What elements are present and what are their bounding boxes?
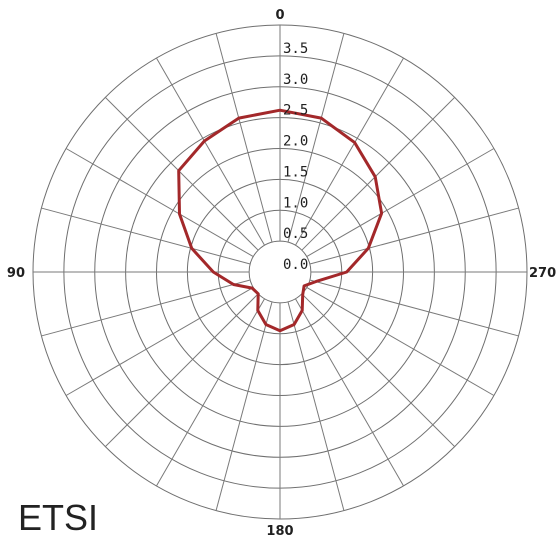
grid-spoke [309, 279, 519, 337]
grid-spoke [287, 33, 345, 243]
series-layer [177, 108, 384, 333]
grid-spoke [215, 33, 273, 243]
series-line [177, 108, 384, 333]
grid-spoke [65, 287, 254, 396]
grid-spoke [301, 96, 456, 251]
grid-spoke [306, 148, 495, 257]
radial-tick-label: 1.0 [283, 195, 308, 211]
grid-spoke [41, 279, 251, 337]
grid-spoke [104, 96, 259, 251]
grid-spoke [295, 298, 404, 487]
radial-tick-label: 3.0 [283, 72, 308, 88]
grid-spoke [295, 57, 404, 246]
grid-spoke [301, 293, 456, 448]
angle-tick-label: 0 [275, 8, 284, 23]
polar-grid [32, 24, 528, 520]
angle-tick-label: 270 [529, 266, 556, 281]
grid-spoke [104, 293, 259, 448]
grid-spoke [306, 287, 495, 396]
radial-tick-label: 1.5 [283, 164, 308, 180]
angle-tick-label: 180 [266, 524, 293, 539]
grid-spoke [65, 148, 254, 257]
radial-tick-label: 0.5 [283, 226, 308, 242]
label-layer: 0.0 0.5 1.0 1.5 2.0 2.5 3.0 3.5 0 90 180 270 [7, 8, 556, 539]
grid-spoke [156, 298, 265, 487]
radial-tick-label: 2.5 [283, 103, 308, 119]
grid-spoke [309, 207, 519, 265]
grid-spoke [41, 207, 251, 265]
etsi-watermark: ETSI [18, 497, 98, 538]
grid-spoke [156, 57, 265, 246]
angle-tick-label: 90 [7, 266, 25, 281]
radial-tick-label: 2.0 [283, 134, 308, 150]
radial-tick-label: 0.0 [283, 257, 308, 273]
grid-spoke [287, 301, 345, 511]
grid-spoke [215, 301, 273, 511]
radial-tick-label: 3.5 [283, 41, 308, 57]
